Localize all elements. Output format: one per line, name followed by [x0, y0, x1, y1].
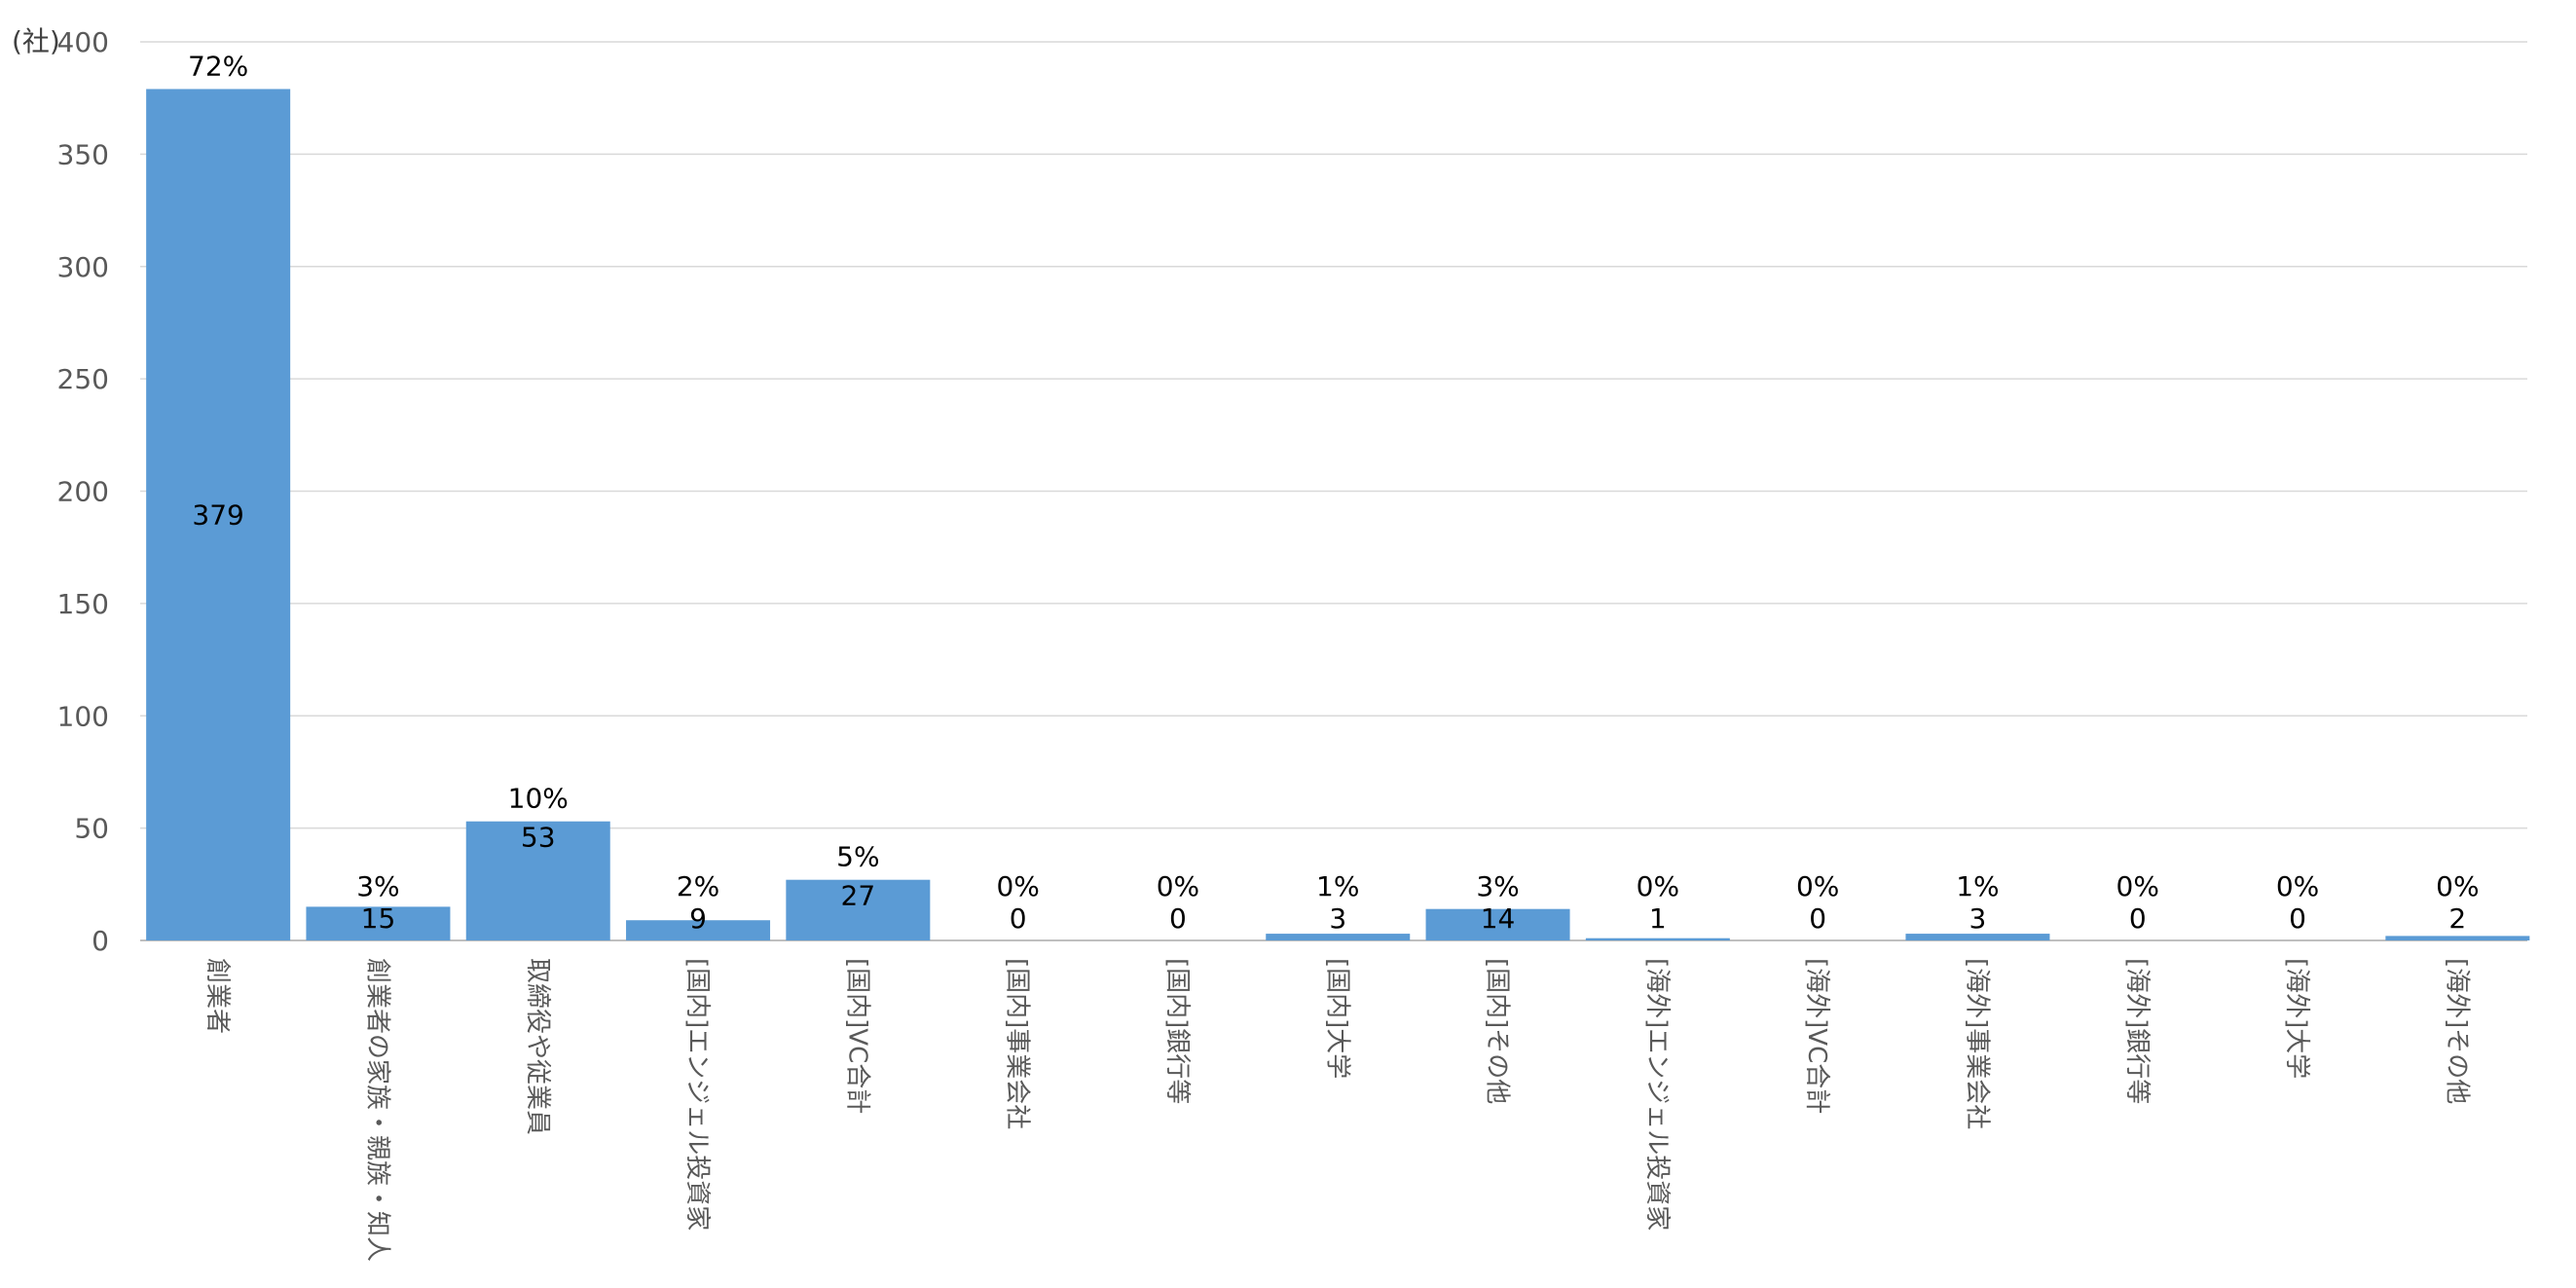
percent-label: 1% — [1316, 870, 1359, 902]
bar — [1905, 934, 2050, 940]
bar — [1266, 934, 1411, 940]
percent-label: 0% — [1796, 870, 1839, 902]
x-tick-label: [国内]事業会社 — [1003, 958, 1032, 1129]
bar — [1425, 908, 1570, 940]
bar — [465, 821, 610, 940]
bar — [1585, 938, 1730, 940]
x-tick-label: 創業者の家族・親族・知人 — [362, 958, 391, 1262]
value-label: 1 — [1649, 902, 1667, 935]
percent-label: 72% — [188, 50, 248, 82]
y-tick-label: 100 — [57, 700, 109, 732]
percent-label: 0% — [1157, 870, 1199, 902]
x-tick-label: [国内]銀行等 — [1162, 958, 1192, 1104]
percent-label: 3% — [356, 870, 399, 902]
bar — [626, 920, 771, 940]
bar — [2385, 936, 2530, 940]
percent-label: 0% — [1637, 870, 1679, 902]
y-tick-label: 150 — [57, 588, 109, 620]
value-label: 2 — [2448, 902, 2466, 935]
percent-label: 0% — [2436, 870, 2479, 902]
value-label: 9 — [689, 902, 707, 935]
percent-label: 3% — [1476, 870, 1519, 902]
x-tick-label: [海外]エンジェル投資家 — [1642, 958, 1672, 1231]
percent-label: 5% — [836, 841, 879, 873]
y-tick-label: 200 — [57, 476, 109, 508]
y-tick-label: 50 — [74, 813, 109, 845]
value-label: 0 — [1010, 902, 1027, 935]
x-tick-label: [海外]大学 — [2282, 958, 2311, 1079]
x-tick-label: [海外]その他 — [2442, 958, 2471, 1104]
y-tick-label: 250 — [57, 363, 109, 395]
value-label: 3 — [1329, 902, 1346, 935]
percent-label: 0% — [2276, 870, 2319, 902]
x-tick-label: 取締役や従業員 — [523, 958, 552, 1135]
bar — [786, 879, 931, 940]
value-label: 0 — [2289, 902, 2306, 935]
x-tick-label: [国内]大学 — [1322, 958, 1351, 1079]
percent-label: 0% — [2116, 870, 2159, 902]
y-axis: 0 50 100 150 200 250 300 350 400 — [57, 26, 109, 957]
percent-label: 2% — [677, 870, 719, 902]
value-label: 53 — [521, 822, 556, 854]
x-tick-label: [海外]銀行等 — [2122, 958, 2152, 1104]
x-tick-label: [国内]VC合計 — [842, 958, 871, 1114]
grid-layer — [140, 41, 2527, 941]
value-label: 379 — [192, 499, 243, 532]
x-tick-label: [国内]エンジェル投資家 — [682, 958, 712, 1231]
value-label: 0 — [1809, 902, 1826, 935]
y-tick-label: 350 — [57, 138, 109, 170]
x-tick-label: [海外]VC合計 — [1802, 958, 1831, 1114]
y-tick-label: 300 — [57, 251, 109, 283]
y-tick-label: 0 — [92, 925, 109, 957]
y-axis-unit-label: (社) — [12, 25, 60, 57]
x-axis: 創業者 創業者の家族・親族・知人 取締役や従業員 [国内]エンジェル投資家 [国内]VC… — [202, 958, 2471, 1262]
value-label: 14 — [1481, 902, 1516, 935]
y-tick-label: 400 — [57, 26, 109, 58]
x-tick-label: [国内]その他 — [1483, 958, 1512, 1104]
bar — [146, 89, 291, 940]
value-label: 15 — [361, 902, 396, 935]
bar — [306, 906, 451, 940]
value-label: 0 — [1169, 902, 1187, 935]
bars — [146, 89, 2530, 940]
value-label: 27 — [841, 880, 876, 912]
value-label: 0 — [2129, 902, 2147, 935]
x-tick-label: [海外]事業会社 — [1962, 958, 1991, 1129]
percent-label: 0% — [996, 870, 1039, 902]
x-tick-label: 創業者 — [202, 958, 232, 1034]
value-label: 3 — [1969, 902, 1987, 935]
percent-label: 1% — [1956, 870, 1999, 902]
percent-label: 10% — [508, 783, 569, 815]
